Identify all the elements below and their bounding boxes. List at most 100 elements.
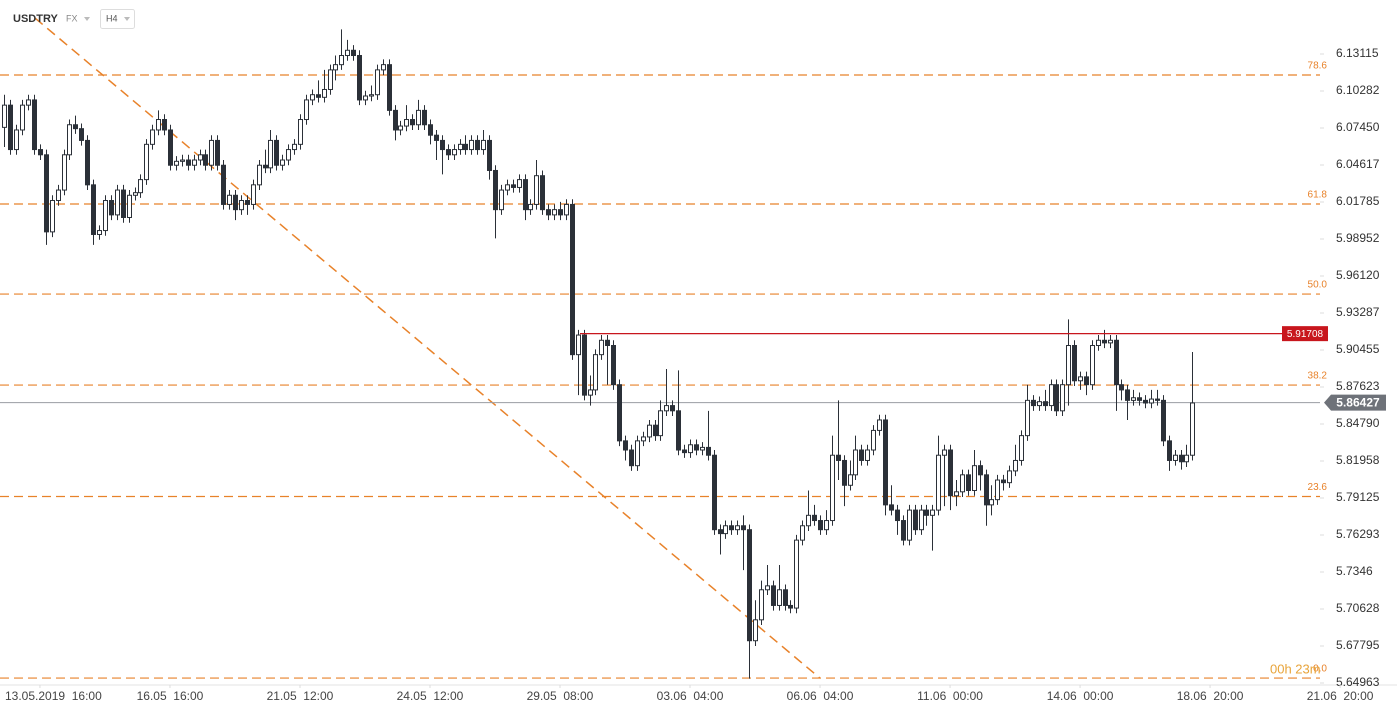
candle-body-up [1060, 384, 1065, 412]
candle-body-up [505, 184, 510, 191]
plot-area: 78.6 61.8 50.0 38.2 23.6 0.0 [0, 17, 1328, 679]
candle-body-down [889, 504, 894, 511]
y-tick-label: 5.70628 [1336, 601, 1380, 615]
candle-body-down [682, 449, 687, 454]
candle-body-down [812, 514, 817, 522]
x-tick-label: 11.06 00:00 [917, 689, 983, 703]
candle-body-down [623, 440, 628, 451]
candle-body-down [540, 175, 545, 211]
candle-body-down [1031, 399, 1036, 407]
candle-body-up [723, 525, 728, 535]
candle-body-down [629, 449, 634, 467]
candle-body-up [404, 119, 409, 127]
candle-body-up [989, 499, 994, 506]
candle-body-up [534, 175, 539, 205]
candle-body-down [771, 585, 776, 606]
last-price-label-box [1324, 394, 1386, 411]
y-tick-label: 5.7346 [1336, 564, 1373, 578]
candle-body-down [511, 184, 516, 188]
candle-body-up [765, 585, 770, 591]
candle-body-up [174, 160, 179, 166]
y-tick-label: 6.10282 [1336, 83, 1380, 97]
candle-body-up [1173, 454, 1178, 461]
candle-body-up [759, 589, 764, 621]
candle-body-up [564, 203, 569, 216]
candle-body-down [676, 410, 681, 451]
candle-body-up [398, 125, 403, 131]
candle-body-up [499, 189, 504, 211]
fib-level-label: 61.8 [1308, 190, 1328, 201]
candle-body-down [570, 203, 575, 356]
candle-body-down [694, 444, 699, 451]
candle-body-down [245, 200, 250, 205]
candle-body-down [446, 149, 451, 156]
candle-body-down [1119, 384, 1124, 391]
candle-body-down [85, 139, 90, 186]
candle-body-down [729, 525, 734, 531]
candle-body-up [286, 149, 291, 161]
candle-body-up [144, 143, 149, 181]
candle-body-up [150, 129, 155, 145]
candle-body-down [493, 169, 498, 211]
timeframe-box[interactable] [100, 9, 135, 29]
candle-body-up [1025, 399, 1030, 437]
candle-body-up [588, 389, 593, 396]
candle-body-down [221, 164, 226, 205]
y-tick-label: 6.01785 [1336, 194, 1380, 208]
y-tick-label: 5.93287 [1336, 305, 1380, 319]
candle-body-down [215, 139, 220, 166]
candle-body-up [251, 184, 256, 205]
candle-body-down [263, 164, 268, 169]
y-tick-label: 6.04617 [1336, 157, 1380, 171]
candle-body-up [298, 119, 303, 145]
candle-body-up [20, 104, 25, 131]
candle-body-up [848, 474, 853, 486]
candle-body-down [895, 509, 900, 522]
candle-body-down [32, 99, 37, 151]
candle-body-up [333, 64, 338, 71]
candle-body-down [1114, 339, 1119, 386]
candle-body-down [582, 334, 587, 396]
dropdown-arrow [124, 17, 130, 21]
timeframe[interactable]: H4 [106, 13, 118, 23]
candle-body-up [1078, 376, 1083, 382]
candle-body-up [67, 124, 72, 156]
candle-body-down [558, 209, 563, 216]
candle-body-up [180, 159, 185, 162]
candle-body-up [1190, 402, 1195, 456]
candle-body-up [753, 619, 758, 642]
candle-body-down [1072, 345, 1077, 382]
candle-body-down [783, 589, 788, 606]
candle-body-down [487, 139, 492, 171]
candle-body-up [794, 539, 799, 609]
candle-body-up [62, 154, 67, 191]
x-tick-label: 03.06 04:00 [657, 689, 724, 703]
candle-body-down [924, 509, 929, 516]
last-price-label: 5.86427 [1336, 395, 1380, 409]
y-tick-label: 5.84790 [1336, 416, 1380, 430]
candle-body-up [1013, 459, 1018, 472]
candle-body-up [452, 149, 457, 156]
y-tick-label: 5.76293 [1336, 527, 1380, 541]
y-tick-label: 5.67795 [1336, 638, 1380, 652]
candle-body-down [1001, 479, 1006, 484]
candle-body-down [8, 104, 13, 151]
toolbar: USDTRY FX H4 [13, 9, 135, 29]
candle-body-down [109, 200, 114, 216]
candle-body-up [304, 99, 309, 121]
candle-body-up [954, 491, 959, 497]
candle-body-up [339, 55, 344, 66]
x-tick-label: 06.06 04:00 [787, 689, 854, 703]
market[interactable]: FX [66, 13, 78, 23]
countdown: 00h 23m [1270, 661, 1321, 676]
candle-body-down [747, 529, 752, 642]
candle-body-up [1184, 454, 1189, 463]
candle-body-down [605, 339, 610, 347]
candle-body-up [700, 446, 705, 451]
candle-body-up [469, 139, 474, 151]
candle-body-down [1137, 397, 1142, 401]
candle-body-up [576, 334, 581, 356]
candle-body-up [458, 143, 463, 151]
symbol[interactable]: USDTRY [13, 13, 58, 25]
y-tick-label: 6.07450 [1336, 120, 1380, 134]
